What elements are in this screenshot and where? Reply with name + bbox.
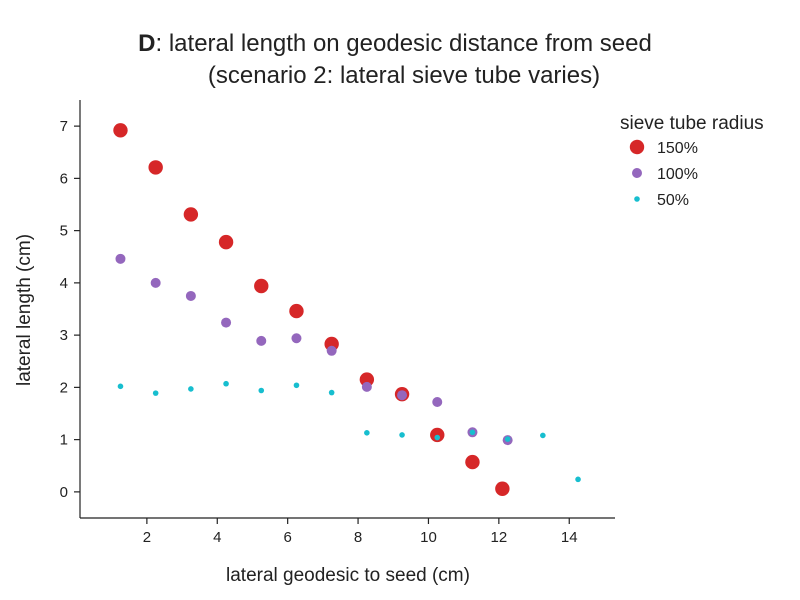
data-point xyxy=(183,207,199,222)
chart-title-line2: (scenario 2: lateral sieve tube varies) xyxy=(208,62,600,89)
legend-label: 100% xyxy=(657,166,698,183)
data-point xyxy=(256,335,267,346)
data-point xyxy=(540,432,546,439)
chart-title-prefix: D xyxy=(138,30,155,57)
data-point xyxy=(575,476,581,483)
x-tick-label: 2 xyxy=(143,529,151,546)
legend: sieve tube radius 150% 100% 50% xyxy=(620,113,764,209)
data-point xyxy=(495,481,510,496)
data-point xyxy=(361,381,372,392)
y-tick-label: 4 xyxy=(60,275,68,292)
data-point xyxy=(115,253,126,264)
legend-title: sieve tube radius xyxy=(620,113,764,134)
data-point xyxy=(218,234,234,250)
data-point xyxy=(117,383,124,390)
legend-label: 150% xyxy=(657,140,698,157)
data-point xyxy=(254,278,269,294)
data-point xyxy=(465,454,480,470)
x-tick-label: 10 xyxy=(420,529,437,546)
data-point xyxy=(258,387,265,394)
y-tick-label: 0 xyxy=(60,484,68,501)
x-tick-label: 8 xyxy=(354,529,362,546)
data-point xyxy=(223,380,229,387)
chart-title-text: : lateral length on geodesic distance fr… xyxy=(156,30,652,57)
data-point xyxy=(185,290,196,301)
x-tick-label: 4 xyxy=(213,529,221,546)
data-point xyxy=(359,372,375,387)
data-point xyxy=(397,390,408,401)
data-point xyxy=(148,160,163,175)
x-axis-label: lateral geodesic to seed (cm) xyxy=(226,565,470,586)
data-point xyxy=(432,397,443,408)
x-tick-label: 6 xyxy=(283,529,291,546)
data-points xyxy=(113,123,581,496)
y-tick-label: 5 xyxy=(60,223,68,240)
legend-marker xyxy=(632,168,642,178)
y-tick-label: 3 xyxy=(60,327,68,344)
data-point xyxy=(188,386,194,392)
data-point xyxy=(364,430,370,436)
y-tick-label: 6 xyxy=(60,170,68,187)
y-tick-label: 1 xyxy=(60,432,68,449)
legend-marker xyxy=(629,139,645,155)
data-point xyxy=(328,389,335,396)
data-point xyxy=(504,436,511,442)
legend-marker xyxy=(634,196,640,202)
data-point xyxy=(291,333,302,344)
data-point xyxy=(152,390,159,396)
data-point xyxy=(221,317,232,328)
y-axis-label: lateral length (cm) xyxy=(14,234,35,386)
y-tick-label: 2 xyxy=(60,379,68,396)
y-tick-label: 7 xyxy=(60,118,68,135)
x-tick-label: 14 xyxy=(561,529,578,546)
data-point xyxy=(293,382,300,389)
data-point xyxy=(434,434,441,441)
legend-label: 50% xyxy=(657,192,689,209)
data-point xyxy=(326,345,337,356)
x-tick-label: 12 xyxy=(491,529,508,546)
data-point xyxy=(113,123,128,138)
chart-title-line1: D: lateral length on geodesic distance f… xyxy=(138,30,652,57)
data-point xyxy=(289,303,304,319)
data-point xyxy=(469,429,476,436)
data-point xyxy=(150,277,161,288)
data-point xyxy=(399,432,405,438)
